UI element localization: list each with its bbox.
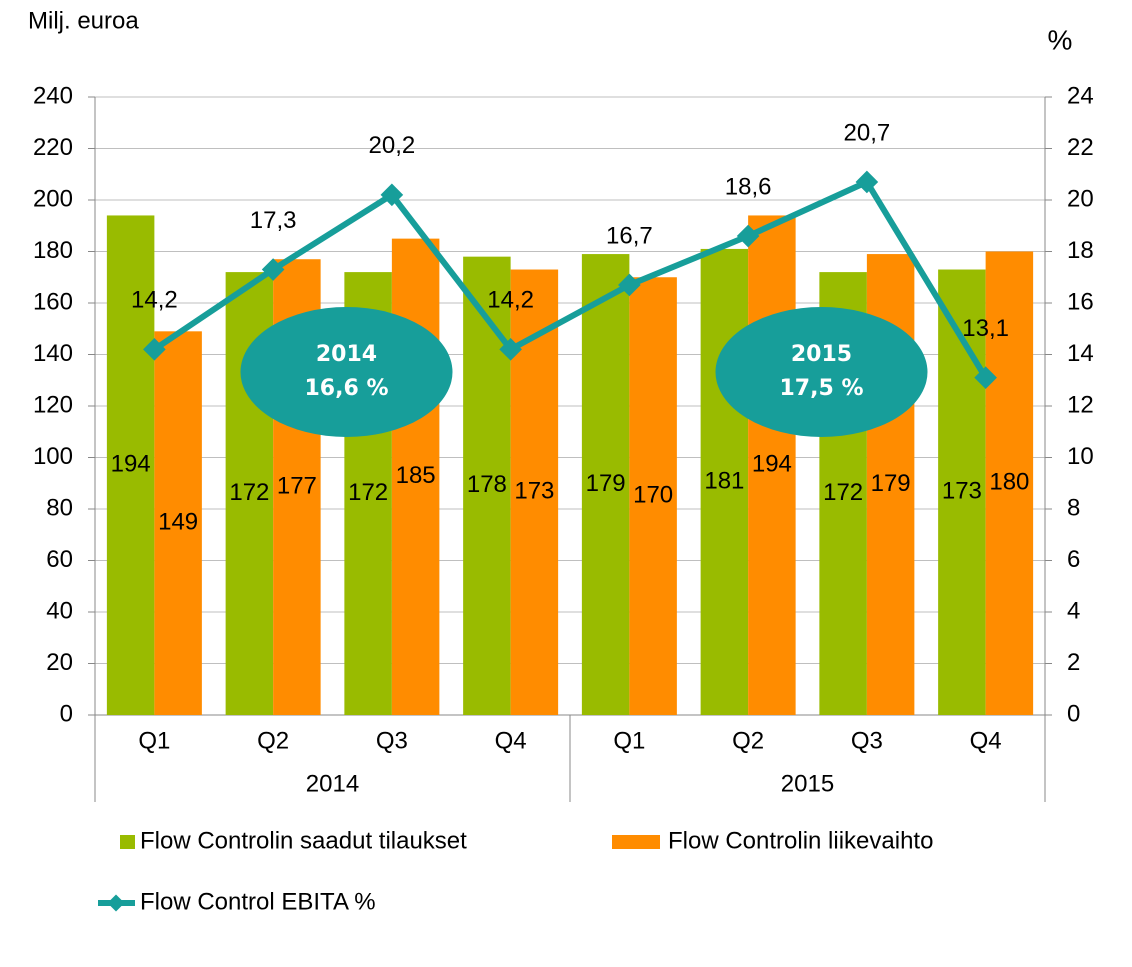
bar-value-label: 178 — [467, 471, 507, 498]
y2-tick-label: 8 — [1067, 494, 1080, 521]
line-marker — [261, 258, 285, 281]
line-value-label: 20,2 — [369, 132, 416, 159]
line-value-label: 20,7 — [844, 119, 891, 146]
bar-value-label: 170 — [633, 481, 673, 508]
x-tick-label: Q1 — [138, 727, 170, 754]
bar-value-label: 172 — [823, 479, 863, 506]
x-tick-label: Q3 — [851, 727, 883, 754]
y-tick-label: 0 — [60, 700, 73, 727]
y2-tick-label: 20 — [1067, 185, 1094, 212]
bar — [700, 248, 749, 716]
bar-value-label: 185 — [396, 462, 436, 489]
y2-tick-label: 24 — [1067, 82, 1094, 109]
annotation-ellipse — [240, 307, 453, 437]
bar-value-label: 180 — [989, 469, 1029, 496]
annotation-ellipse — [715, 307, 928, 437]
bar-value-label: 172 — [348, 479, 388, 506]
y-tick-label: 80 — [46, 494, 73, 521]
bar — [748, 215, 796, 715]
line-value-label: 16,7 — [606, 222, 653, 249]
y2-tick-label: 18 — [1067, 237, 1094, 264]
bar-value-label: 172 — [229, 479, 269, 506]
y-tick-label: 140 — [33, 340, 73, 367]
y2-tick-label: 16 — [1067, 288, 1094, 315]
line-marker — [499, 338, 522, 361]
legend-swatch — [612, 835, 660, 849]
x-tick-label: Q3 — [376, 727, 408, 754]
bar — [106, 215, 155, 715]
y2-tick-label: 22 — [1067, 134, 1094, 161]
line-value-label: 14,2 — [487, 287, 534, 314]
y-tick-label: 240 — [33, 82, 73, 109]
x-tick-label: Q1 — [613, 727, 645, 754]
annotation-text: 17,5 % — [780, 376, 864, 401]
line-value-label: 13,1 — [962, 315, 1009, 342]
x-tick-label: Q4 — [495, 727, 527, 754]
bar-value-label: 173 — [942, 478, 982, 505]
line-marker — [974, 366, 997, 389]
y-tick-label: 40 — [46, 597, 73, 624]
y-tick-label: 160 — [33, 288, 73, 315]
legend-label: Flow Control EBITA % — [140, 888, 376, 915]
x-tick-label: Q4 — [970, 727, 1002, 754]
y2-axis-title: % — [1048, 24, 1073, 55]
group-label: 2015 — [781, 770, 834, 797]
y-tick-label: 220 — [33, 134, 73, 161]
line-marker — [618, 273, 641, 297]
bar — [154, 331, 202, 715]
y2-tick-label: 14 — [1067, 340, 1094, 367]
annotation-text: 2014 — [316, 342, 377, 367]
y-tick-label: 20 — [46, 649, 73, 676]
group-label: 2014 — [306, 770, 359, 797]
y-tick-label: 200 — [33, 185, 73, 212]
bar-value-label: 179 — [586, 470, 626, 497]
x-tick-label: Q2 — [257, 727, 289, 754]
bar — [985, 251, 1034, 715]
bar — [581, 254, 630, 715]
bar-value-label: 149 — [158, 509, 198, 536]
y2-tick-label: 12 — [1067, 391, 1094, 418]
legend-swatch — [120, 835, 135, 849]
legend-label: Flow Controlin liikevaihto — [668, 827, 933, 854]
y-tick-label: 60 — [46, 546, 73, 573]
line-value-label: 18,6 — [725, 173, 772, 200]
bar — [629, 277, 677, 715]
bar-value-label: 179 — [871, 470, 911, 497]
bar — [463, 256, 511, 715]
y-tick-label: 180 — [33, 237, 73, 264]
line-value-label: 14,2 — [131, 287, 178, 314]
x-tick-label: Q2 — [732, 727, 764, 754]
legend-marker — [107, 894, 125, 912]
y-tick-label: 120 — [33, 391, 73, 418]
y2-tick-label: 2 — [1067, 649, 1080, 676]
annotation-text: 2015 — [791, 342, 852, 367]
annotation-text: 16,6 % — [305, 376, 389, 401]
bar-value-label: 194 — [111, 451, 151, 478]
y2-tick-label: 6 — [1067, 546, 1080, 573]
y2-tick-label: 4 — [1067, 597, 1080, 624]
line-value-label: 17,3 — [250, 207, 297, 234]
y-tick-label: 100 — [33, 443, 73, 470]
line — [152, 178, 989, 380]
y2-tick-label: 0 — [1067, 700, 1080, 727]
bar-value-label: 194 — [752, 451, 792, 478]
legend-label: Flow Controlin saadut tilaukset — [140, 827, 467, 854]
bar-value-label: 181 — [704, 467, 744, 494]
bar-value-label: 173 — [514, 478, 554, 505]
y-axis-title: Milj. euroa — [28, 7, 139, 34]
y2-tick-label: 10 — [1067, 443, 1094, 470]
bar-value-label: 177 — [277, 472, 317, 499]
